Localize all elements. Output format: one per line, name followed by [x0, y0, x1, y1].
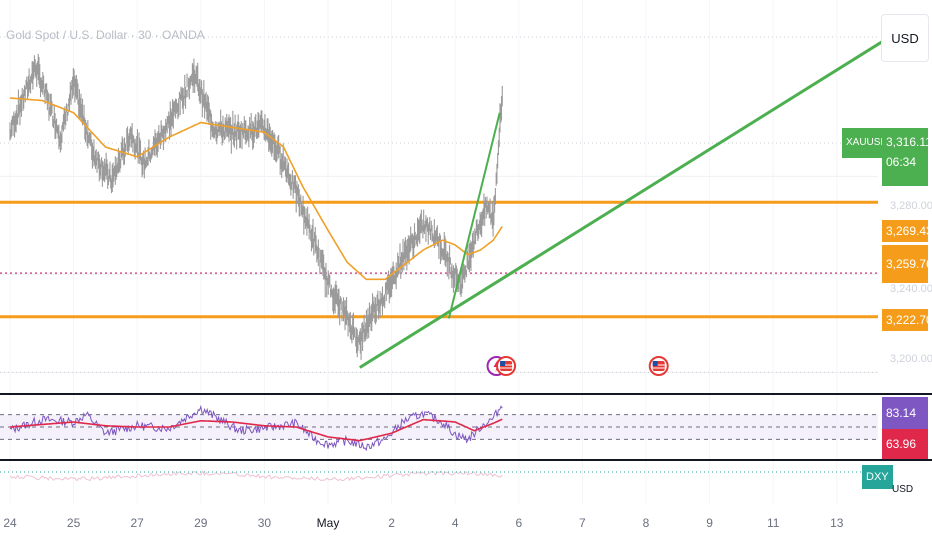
- symbol-label: XAUUSD: [846, 137, 888, 148]
- x-tick-label: May: [316, 516, 340, 530]
- last-price-value: 3,316.115: [886, 135, 932, 149]
- x-tick-label: 25: [66, 516, 81, 530]
- x-tick-label: 27: [130, 516, 144, 530]
- x-tick-label: 7: [579, 516, 586, 530]
- dxy-tag: DXY: [862, 465, 893, 489]
- trend-line[interactable]: [447, 112, 501, 319]
- dxy-currency-cut: USD: [888, 484, 917, 496]
- x-tick-label: 4: [451, 516, 459, 530]
- x-tick-label: 30: [257, 516, 272, 530]
- x-tick-label: 24: [3, 516, 17, 530]
- rsi-pane: [0, 393, 932, 461]
- dxy-symbol: DXY: [866, 471, 889, 483]
- us-flag-event-icon[interactable]: [648, 356, 669, 376]
- flag-canton: [652, 361, 658, 366]
- ma-line: [9, 97, 503, 281]
- last-price-tag: 3,316.115 06:34: [882, 128, 932, 186]
- level-value: 3,269.437: [886, 224, 932, 238]
- chart-title: Gold Spot / U.S. Dollar · 30 · OANDA: [6, 28, 205, 42]
- bar-countdown: 06:34: [886, 155, 917, 169]
- dxy-currency: USD: [892, 484, 914, 495]
- rsi-ma-value: 63.96: [886, 437, 917, 451]
- x-tick-label: 8: [642, 516, 650, 530]
- trend-lines[interactable]: [359, 33, 895, 369]
- horizontal-levels: [0, 200, 878, 319]
- dxy-pane: [0, 469, 878, 482]
- moving-average: [9, 97, 503, 281]
- rsi-ma-line: [9, 418, 503, 442]
- x-tick-label: 29: [194, 516, 208, 530]
- level-tag-lower: 3,222.700: [882, 309, 932, 331]
- us-flag-event-icon[interactable]: [496, 356, 517, 376]
- trend-line[interactable]: [359, 33, 895, 369]
- rsi-line: [9, 404, 503, 452]
- level-value: 3,222.700: [886, 313, 932, 327]
- x-tick-label: 6: [515, 516, 523, 530]
- x-tick-label: 13: [830, 516, 844, 530]
- x-tick-label: 2: [388, 516, 395, 530]
- ma-value-tag: 3,259.766: [882, 245, 932, 283]
- rsi-value-tag: 83.14: [882, 397, 928, 429]
- y-tick-label: 3,200.000: [890, 353, 932, 365]
- x-tick-label: 11: [766, 516, 780, 530]
- flag-canton: [500, 361, 506, 366]
- rsi-ma-value-tag: 63.96: [882, 429, 928, 459]
- ma-value: 3,259.766: [886, 257, 932, 271]
- level-tag-upper: 3,269.437: [882, 220, 932, 242]
- y-tick-label: 3,280.000: [890, 200, 932, 212]
- y-tick-label: 3,240.000: [890, 283, 932, 295]
- event-markers[interactable]: [486, 356, 669, 376]
- price-series: [9, 53, 503, 360]
- x-tick-label: 9: [706, 516, 713, 530]
- dxy-line: [9, 469, 503, 482]
- rsi-value: 83.14: [886, 406, 917, 420]
- currency-button[interactable]: USD: [881, 14, 929, 62]
